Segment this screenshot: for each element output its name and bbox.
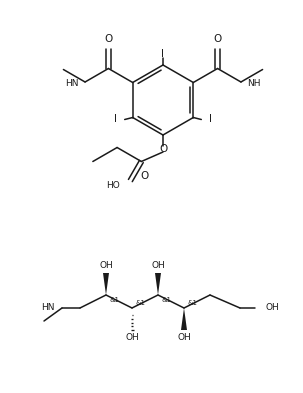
Text: &1: &1: [109, 297, 119, 303]
Text: &1: &1: [135, 300, 145, 306]
Polygon shape: [103, 273, 109, 295]
Text: OH: OH: [125, 334, 139, 343]
Text: O: O: [140, 171, 148, 180]
Text: O: O: [213, 35, 222, 44]
Text: OH: OH: [266, 303, 280, 312]
Text: I: I: [161, 49, 165, 59]
Text: OH: OH: [151, 261, 165, 270]
Text: &1: &1: [161, 297, 171, 303]
Text: O: O: [159, 144, 167, 154]
Text: O: O: [104, 35, 113, 44]
Text: HO: HO: [107, 181, 120, 190]
Text: I: I: [209, 114, 212, 125]
Text: HN: HN: [65, 79, 79, 88]
Text: OH: OH: [177, 334, 191, 343]
Text: NH: NH: [247, 79, 261, 88]
Text: HN: HN: [42, 303, 55, 312]
Text: &1: &1: [187, 300, 197, 306]
Polygon shape: [181, 308, 187, 330]
Text: I: I: [114, 114, 117, 125]
Text: OH: OH: [99, 261, 113, 270]
Polygon shape: [155, 273, 161, 295]
